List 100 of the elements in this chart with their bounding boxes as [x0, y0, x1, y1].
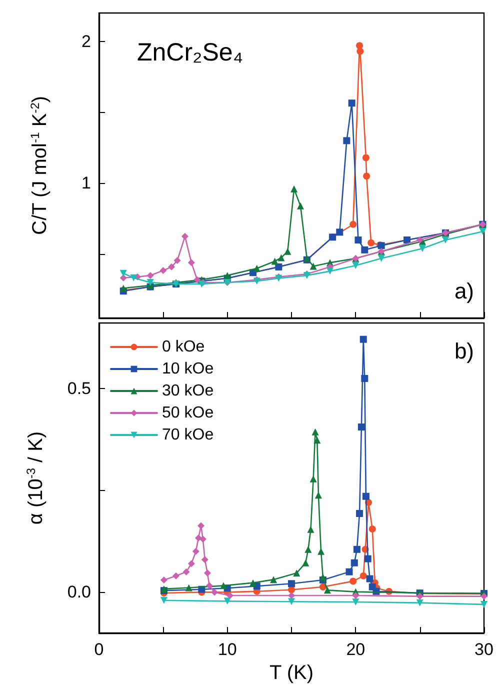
legend-label: 10 kOe	[162, 360, 214, 378]
point	[352, 598, 360, 606]
legend-label: 30 kOe	[162, 382, 214, 400]
point	[362, 154, 370, 162]
y-tick-label: 2	[82, 32, 91, 51]
point	[185, 584, 192, 592]
point	[314, 492, 322, 499]
y-axis-title: C/T (J mol-1 K-2)	[28, 96, 51, 235]
point	[442, 236, 449, 244]
point	[362, 492, 370, 500]
annotation: a)	[454, 278, 474, 304]
point	[206, 582, 213, 590]
point	[224, 272, 231, 279]
point	[353, 546, 360, 553]
point	[416, 236, 424, 244]
legend-label: 70 kOe	[162, 426, 214, 444]
x-tick-label: 30	[474, 640, 494, 659]
point	[343, 137, 350, 144]
point	[290, 185, 298, 192]
point	[368, 525, 376, 532]
point	[146, 272, 154, 279]
point	[304, 546, 312, 553]
point	[310, 262, 317, 270]
point	[288, 580, 295, 588]
point	[168, 263, 176, 270]
point	[360, 336, 367, 343]
y-axis-title: α (10-3 / K)	[24, 431, 47, 525]
point	[324, 586, 331, 594]
point	[204, 570, 211, 577]
point	[220, 582, 227, 590]
point	[350, 578, 357, 585]
point	[364, 555, 372, 562]
point	[416, 592, 424, 600]
point	[348, 100, 356, 107]
point	[271, 258, 278, 265]
point	[307, 526, 314, 533]
point	[174, 257, 181, 264]
point	[378, 254, 385, 262]
point	[284, 248, 292, 255]
point	[319, 583, 326, 590]
point	[354, 236, 362, 244]
point	[120, 270, 127, 277]
point	[356, 510, 364, 517]
point	[350, 559, 358, 566]
point	[226, 592, 234, 599]
point	[360, 572, 367, 580]
point	[350, 220, 357, 228]
x-tick-label: 20	[346, 640, 366, 659]
point	[194, 534, 202, 542]
annotation: ZnCr₂Se₄	[137, 38, 244, 66]
point	[368, 239, 375, 246]
point	[188, 259, 195, 266]
point	[336, 228, 344, 236]
point	[181, 232, 188, 240]
point	[278, 254, 285, 262]
point	[172, 572, 180, 580]
point	[194, 276, 201, 284]
point	[352, 262, 360, 270]
legend-label: 0 kOe	[162, 338, 205, 356]
point	[198, 522, 205, 530]
point	[418, 244, 426, 252]
point	[480, 592, 488, 600]
point	[253, 264, 260, 272]
point	[120, 274, 127, 282]
point	[250, 579, 256, 586]
point	[201, 556, 208, 564]
point	[192, 548, 200, 555]
point	[361, 374, 368, 382]
point	[312, 428, 319, 436]
point	[160, 266, 167, 274]
x-tick-label: 0	[94, 640, 104, 659]
point	[363, 172, 370, 180]
point	[310, 475, 317, 482]
point	[188, 560, 195, 568]
point	[288, 592, 295, 599]
point	[479, 228, 486, 235]
y-tick-label: 1	[82, 174, 91, 193]
point	[361, 246, 368, 254]
point	[352, 592, 360, 599]
x-tick-label: 10	[218, 640, 237, 659]
point	[296, 202, 304, 210]
point	[356, 48, 364, 55]
point	[199, 536, 206, 543]
point	[182, 568, 190, 576]
point	[160, 596, 168, 604]
point	[366, 575, 374, 582]
point	[160, 576, 168, 584]
point	[211, 588, 218, 596]
annotation: b)	[454, 338, 474, 364]
point	[288, 598, 295, 606]
point	[319, 574, 326, 581]
point	[326, 268, 334, 275]
point	[270, 576, 278, 584]
point	[416, 599, 424, 606]
point	[358, 424, 365, 431]
point	[130, 274, 138, 282]
point	[293, 570, 300, 577]
x-axis-title: T (K)	[269, 662, 314, 684]
y-tick-label: 0.0	[67, 582, 91, 602]
point	[302, 559, 310, 566]
